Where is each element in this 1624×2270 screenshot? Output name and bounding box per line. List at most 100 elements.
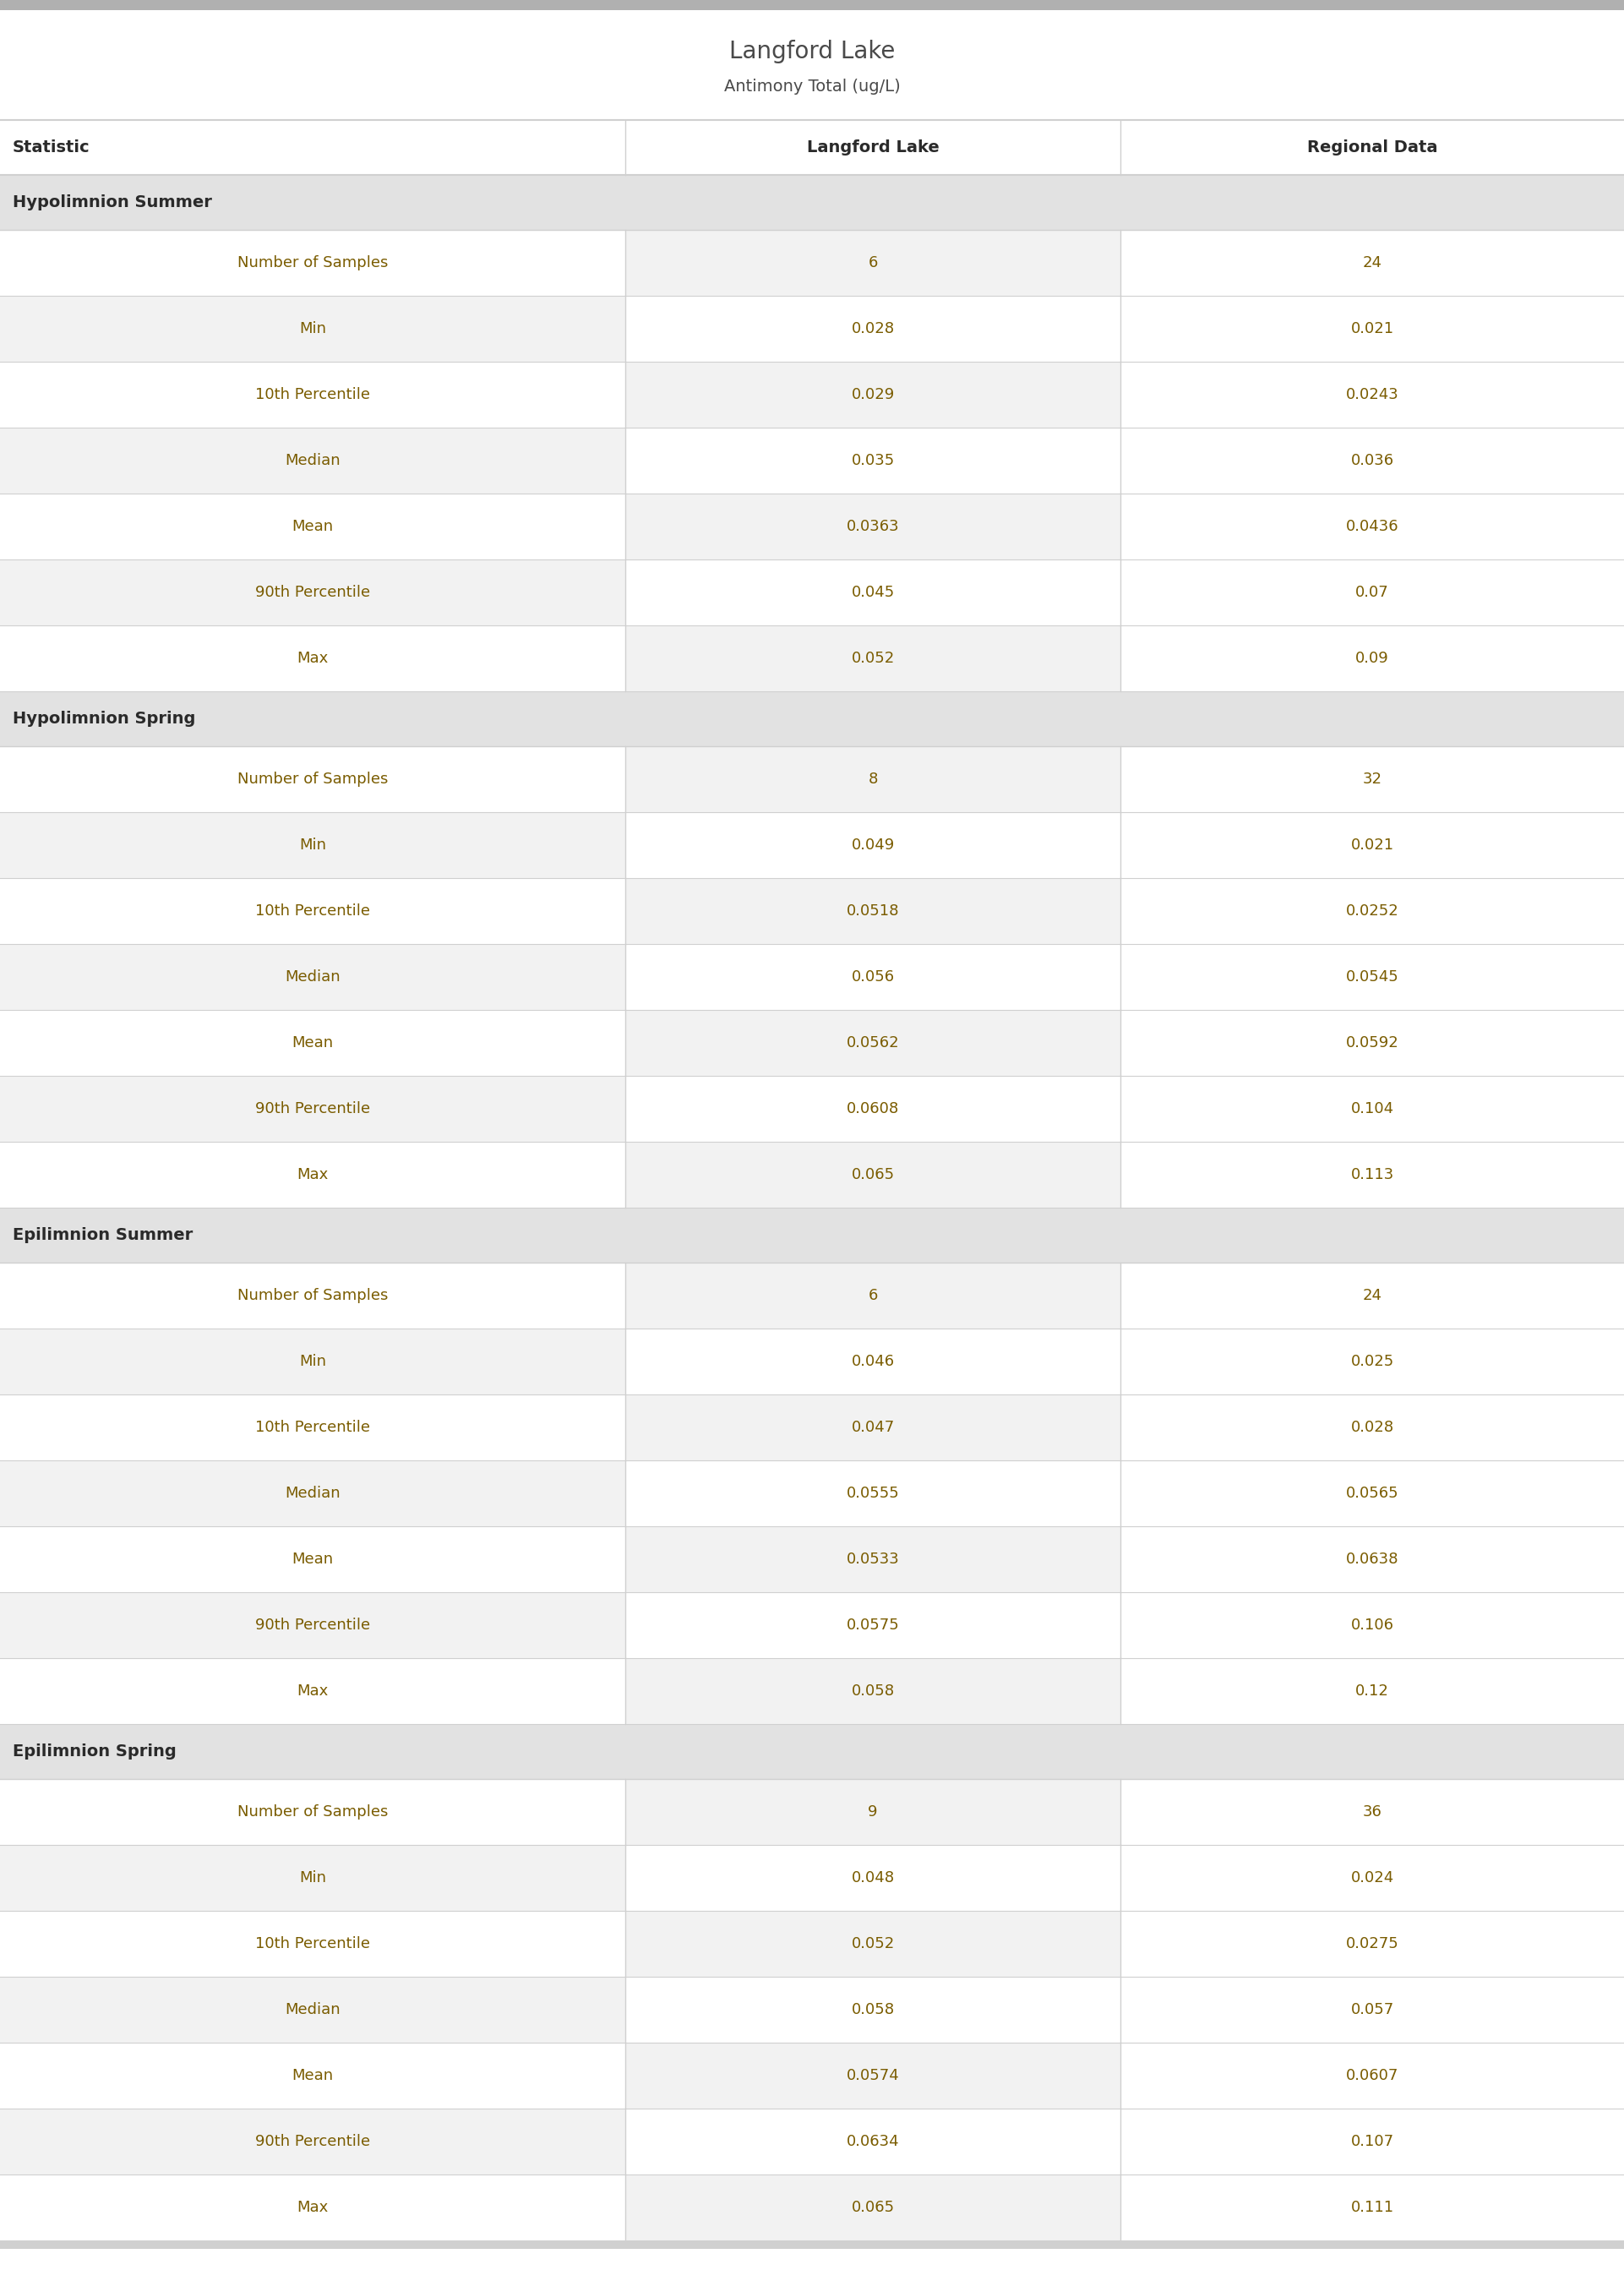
Text: Mean: Mean	[292, 1035, 333, 1051]
Text: Median: Median	[284, 969, 341, 985]
Bar	[1121, 747, 1624, 813]
Text: 6: 6	[869, 254, 877, 270]
Bar	[1121, 878, 1624, 944]
Text: Mean: Mean	[292, 2068, 333, 2084]
Text: Min: Min	[299, 1870, 326, 1886]
Bar	[625, 1525, 1121, 1591]
Bar	[625, 813, 1121, 878]
Text: 0.0252: 0.0252	[1346, 903, 1398, 919]
Bar	[0, 2043, 1624, 2109]
Bar	[0, 2109, 1624, 2175]
Bar	[625, 1142, 1121, 1208]
Text: 0.113: 0.113	[1351, 1167, 1393, 1183]
Bar	[1121, 361, 1624, 427]
Text: Number of Samples: Number of Samples	[237, 1287, 388, 1303]
Text: 0.048: 0.048	[851, 1870, 895, 1886]
Text: 10th Percentile: 10th Percentile	[255, 903, 370, 919]
Bar	[0, 2175, 1624, 2240]
Bar	[0, 1846, 1624, 1911]
Bar	[0, 1780, 1624, 1846]
Bar	[625, 229, 1121, 295]
Text: 0.111: 0.111	[1351, 2200, 1393, 2216]
Text: 90th Percentile: 90th Percentile	[255, 586, 370, 599]
Bar	[1121, 1977, 1624, 2043]
Text: Min: Min	[299, 838, 326, 854]
Text: 0.0555: 0.0555	[846, 1487, 900, 1500]
Text: 0.065: 0.065	[851, 2200, 895, 2216]
Text: Regional Data: Regional Data	[1307, 138, 1437, 157]
Bar	[625, 944, 1121, 1010]
Text: 0.0638: 0.0638	[1346, 1553, 1398, 1566]
Bar	[1121, 1525, 1624, 1591]
Text: Max: Max	[297, 2200, 328, 2216]
Bar	[625, 878, 1121, 944]
Bar	[0, 627, 1624, 692]
Text: Hypolimnion Summer: Hypolimnion Summer	[13, 195, 213, 211]
Bar	[0, 361, 1624, 427]
Bar	[625, 493, 1121, 558]
Bar	[1121, 1262, 1624, 1328]
Text: Statistic: Statistic	[13, 138, 89, 157]
Bar	[625, 1657, 1121, 1723]
Text: 0.028: 0.028	[1351, 1419, 1393, 1435]
Text: 32: 32	[1363, 772, 1382, 788]
Bar	[1121, 1911, 1624, 1977]
Text: Number of Samples: Number of Samples	[237, 254, 388, 270]
Bar	[0, 1723, 1624, 1780]
Text: 0.0607: 0.0607	[1346, 2068, 1398, 2084]
Bar	[0, 1591, 1624, 1657]
Bar	[0, 175, 1624, 229]
Text: 0.0363: 0.0363	[846, 520, 900, 533]
Bar	[625, 2109, 1121, 2175]
Text: 0.07: 0.07	[1356, 586, 1389, 599]
Text: 0.052: 0.052	[851, 651, 895, 665]
Text: 10th Percentile: 10th Percentile	[255, 1419, 370, 1435]
Text: 0.0565: 0.0565	[1346, 1487, 1398, 1500]
Bar	[1121, 1076, 1624, 1142]
Text: 0.0634: 0.0634	[846, 2134, 900, 2150]
Text: 90th Percentile: 90th Percentile	[255, 2134, 370, 2150]
Bar	[1121, 1142, 1624, 1208]
Text: 0.065: 0.065	[851, 1167, 895, 1183]
Bar	[0, 0, 1624, 9]
Bar	[625, 1846, 1121, 1911]
Text: 0.0562: 0.0562	[846, 1035, 900, 1051]
Text: Max: Max	[297, 651, 328, 665]
Text: 0.049: 0.049	[851, 838, 895, 854]
Bar	[625, 361, 1121, 427]
Bar	[0, 1328, 1624, 1394]
Text: 9: 9	[869, 1805, 877, 1821]
Text: 0.058: 0.058	[851, 1684, 895, 1698]
Text: Median: Median	[284, 2002, 341, 2018]
Text: Langford Lake: Langford Lake	[729, 41, 895, 64]
Text: 8: 8	[869, 772, 877, 788]
Text: Min: Min	[299, 320, 326, 336]
Text: 0.021: 0.021	[1351, 320, 1393, 336]
Bar	[1121, 2175, 1624, 2240]
Bar	[0, 1460, 1624, 1525]
Bar	[1121, 295, 1624, 361]
Text: 36: 36	[1363, 1805, 1382, 1821]
Bar	[1121, 427, 1624, 493]
Text: 0.024: 0.024	[1351, 1870, 1393, 1886]
Text: 6: 6	[869, 1287, 877, 1303]
Bar	[1121, 2109, 1624, 2175]
Text: 0.0608: 0.0608	[846, 1101, 900, 1117]
Bar	[625, 747, 1121, 813]
Text: Epilimnion Spring: Epilimnion Spring	[13, 1743, 177, 1759]
Text: 0.107: 0.107	[1351, 2134, 1393, 2150]
Bar	[0, 229, 1624, 295]
Bar	[1121, 1460, 1624, 1525]
Text: 0.052: 0.052	[851, 1936, 895, 1952]
Text: 0.035: 0.035	[851, 454, 895, 468]
Bar	[1121, 1846, 1624, 1911]
Text: Langford Lake: Langford Lake	[807, 138, 939, 157]
Bar	[0, 1525, 1624, 1591]
Bar	[625, 1262, 1121, 1328]
Text: 0.025: 0.025	[1351, 1353, 1393, 1369]
Bar	[1121, 1394, 1624, 1460]
Bar	[625, 1328, 1121, 1394]
Text: 0.047: 0.047	[851, 1419, 895, 1435]
Bar	[0, 813, 1624, 878]
Text: Max: Max	[297, 1684, 328, 1698]
